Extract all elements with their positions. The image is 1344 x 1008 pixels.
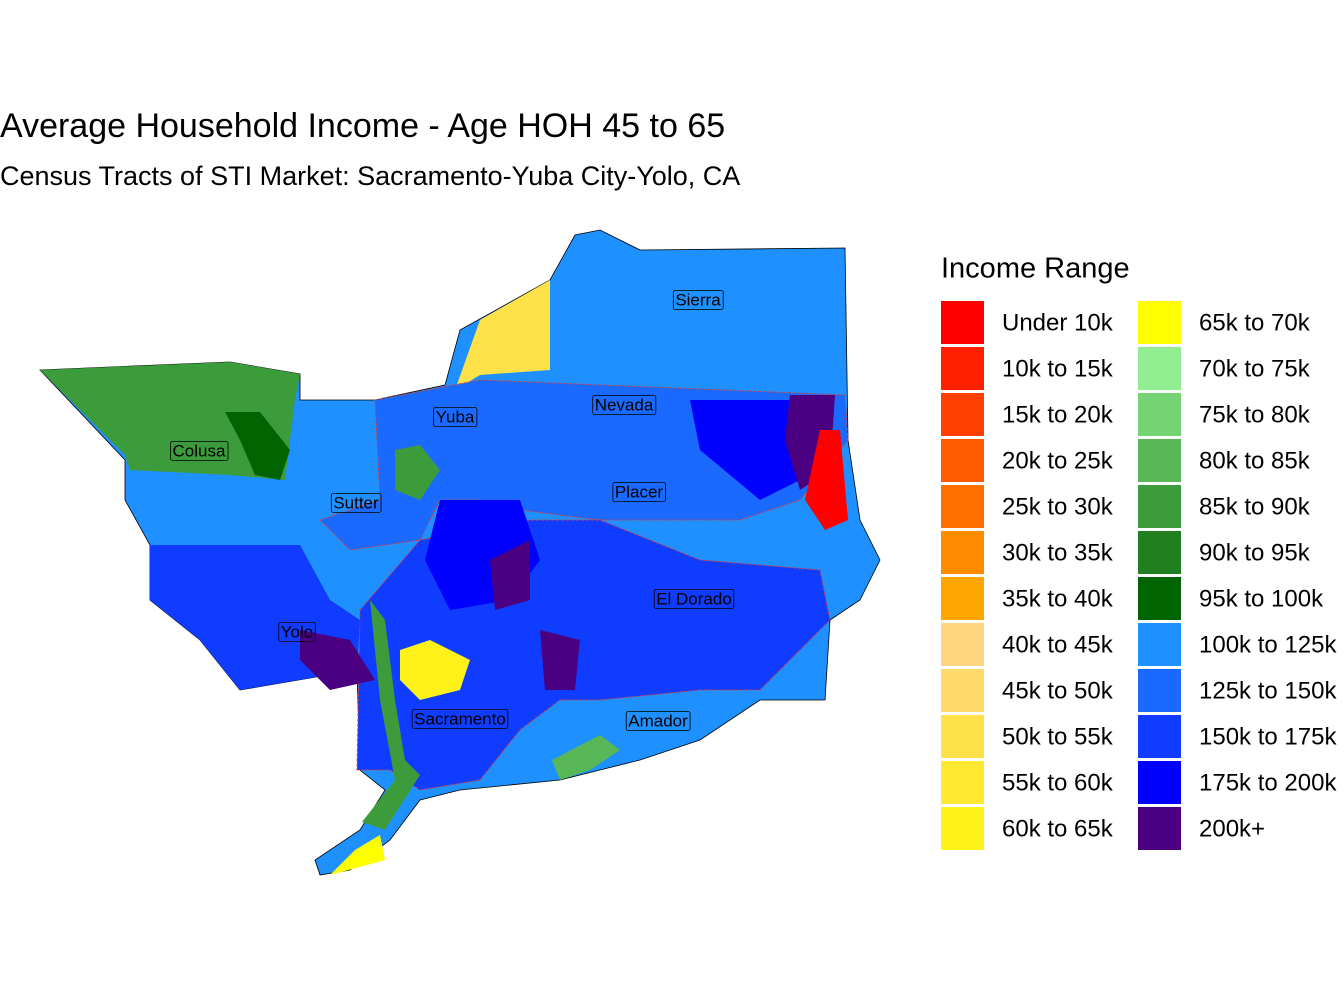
legend-swatch xyxy=(941,531,984,574)
legend-swatch xyxy=(941,439,984,482)
legend-label: 45k to 50k xyxy=(1002,677,1114,704)
county-label-box xyxy=(612,482,666,502)
legend-label: 125k to 150k xyxy=(1199,677,1337,704)
region xyxy=(552,735,620,780)
county-label-box xyxy=(330,493,382,513)
county-label: Yolo xyxy=(281,622,313,641)
county-labels: Sierra Yuba Nevada Colusa Sutter Placer El Dor… xyxy=(170,290,735,731)
county-label-box xyxy=(592,395,657,415)
legend-label: 20k to 25k xyxy=(1002,447,1114,474)
county-label: Sacramento xyxy=(414,709,506,728)
county-label: Colusa xyxy=(173,441,226,460)
legend-label: 175k to 200k xyxy=(1199,769,1337,796)
title: Average Household Income - Age HOH 45 to… xyxy=(0,107,725,145)
legend-label: 90k to 95k xyxy=(1199,539,1311,566)
legend-swatch xyxy=(941,623,984,666)
county-label: Nevada xyxy=(595,395,654,414)
legend-label: 35k to 40k xyxy=(1002,585,1114,612)
region xyxy=(455,280,550,390)
county-label-box xyxy=(653,589,735,609)
region xyxy=(540,630,580,690)
legend-swatch xyxy=(941,669,984,712)
legend-swatch xyxy=(1138,485,1181,528)
legend-swatch xyxy=(1138,807,1181,850)
legend-label: 65k to 70k xyxy=(1199,309,1311,336)
legend-swatch xyxy=(1138,301,1181,344)
legend-swatch xyxy=(1138,531,1181,574)
legend-swatch xyxy=(941,485,984,528)
legend-label: 85k to 90k xyxy=(1199,493,1311,520)
legend-label: 15k to 20k xyxy=(1002,401,1114,428)
legend-label: 55k to 60k xyxy=(1002,769,1114,796)
county-label-box xyxy=(170,441,229,461)
region xyxy=(330,835,385,875)
legend-label: 100k to 125k xyxy=(1199,631,1337,658)
county-label-box xyxy=(625,711,691,731)
county-label-box xyxy=(411,709,509,729)
county-label: Placer xyxy=(615,482,664,501)
legend-label: 95k to 100k xyxy=(1199,585,1324,612)
legend-swatch xyxy=(941,761,984,804)
legend-title: Income Range xyxy=(941,253,1130,285)
region xyxy=(40,362,300,480)
county-label: Yuba xyxy=(436,407,475,426)
region xyxy=(362,600,420,830)
county-label: Sutter xyxy=(333,493,379,512)
region xyxy=(300,630,375,690)
legend-swatch xyxy=(1138,761,1181,804)
legend-label: 150k to 175k xyxy=(1199,723,1337,750)
legend-label: 40k to 45k xyxy=(1002,631,1114,658)
legend-label: 30k to 35k xyxy=(1002,539,1114,566)
map xyxy=(39,229,881,876)
legend-swatch xyxy=(941,807,984,850)
region xyxy=(690,400,800,500)
subtitle: Census Tracts of STI Market: Sacramento-… xyxy=(0,161,740,191)
legend-swatch xyxy=(1138,669,1181,712)
region xyxy=(490,540,530,610)
legend-swatch xyxy=(1138,347,1181,390)
legend-swatch xyxy=(941,393,984,436)
county-label-box xyxy=(433,407,478,427)
legend-label: 25k to 30k xyxy=(1002,493,1114,520)
legend-swatch xyxy=(1138,623,1181,666)
legend-label: 200k+ xyxy=(1199,815,1265,842)
legend-label: 60k to 65k xyxy=(1002,815,1114,842)
legend-swatch xyxy=(941,577,984,620)
legend-label: Under 10k xyxy=(1002,309,1114,336)
legend-swatch xyxy=(1138,439,1181,482)
county-label-box xyxy=(278,622,316,642)
legend-swatch xyxy=(941,301,984,344)
region xyxy=(805,430,848,530)
county-label: Sierra xyxy=(675,290,721,309)
region xyxy=(400,640,470,700)
region xyxy=(225,412,290,480)
county-label-box xyxy=(672,290,724,310)
legend-label: 80k to 85k xyxy=(1199,447,1311,474)
legend-swatch xyxy=(1138,715,1181,758)
county-label: El Dorado xyxy=(656,589,732,608)
region xyxy=(395,445,440,500)
legend-swatch xyxy=(1138,393,1181,436)
legend-label: 70k to 75k xyxy=(1199,355,1311,382)
legend-swatch xyxy=(941,347,984,390)
legend: Under 10k 10k to 15k 15k to 20k 20k to 25k 2… xyxy=(941,301,1337,850)
legend-label: 75k to 80k xyxy=(1199,401,1311,428)
legend-label: 50k to 55k xyxy=(1002,723,1114,750)
county-label: Amador xyxy=(628,711,688,730)
legend-swatch xyxy=(941,715,984,758)
legend-label: 10k to 15k xyxy=(1002,355,1114,382)
legend-swatch xyxy=(1138,577,1181,620)
